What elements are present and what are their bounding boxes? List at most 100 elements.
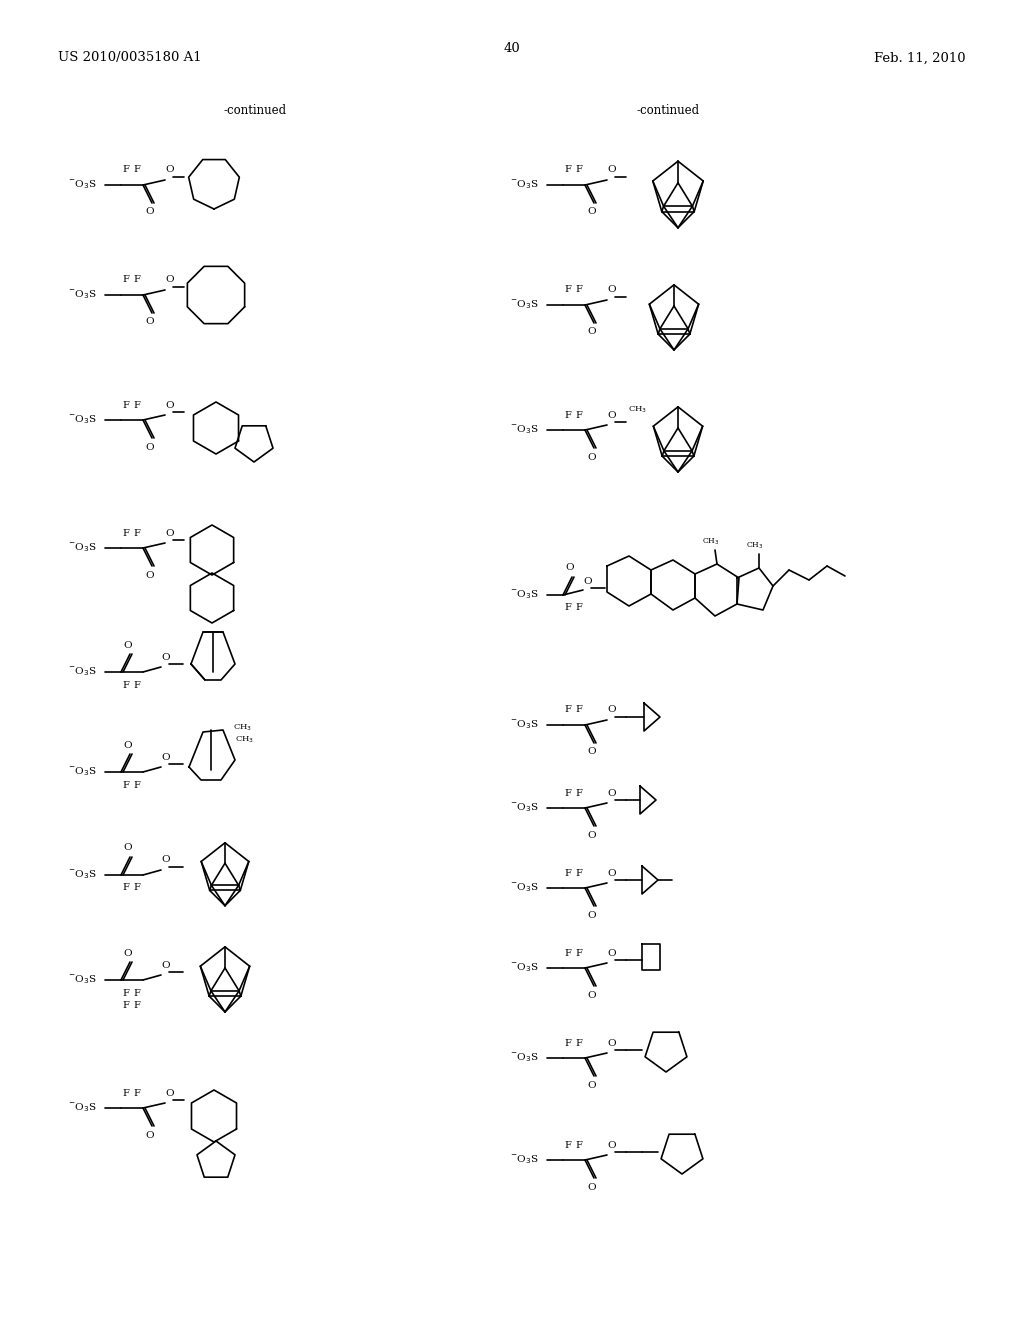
Text: F: F [133, 1089, 140, 1097]
Text: F: F [564, 411, 570, 420]
Text: F: F [564, 705, 570, 714]
Text: F: F [133, 1001, 140, 1010]
Text: F: F [575, 411, 582, 420]
Text: O: O [145, 207, 155, 216]
Text: CH$_3$: CH$_3$ [746, 541, 764, 552]
Text: F: F [122, 1001, 129, 1010]
Text: $^{-}$O$_3$S: $^{-}$O$_3$S [510, 178, 539, 191]
Text: O: O [565, 564, 574, 573]
Text: $^{-}$O$_3$S: $^{-}$O$_3$S [510, 298, 539, 312]
Text: O: O [145, 442, 155, 451]
Text: F: F [564, 165, 570, 174]
Text: F: F [575, 165, 582, 174]
Text: O: O [165, 276, 174, 285]
Text: $^{-}$O$_3$S: $^{-}$O$_3$S [68, 289, 96, 301]
Text: F: F [564, 869, 570, 878]
Text: F: F [564, 603, 570, 612]
Text: $^{-}$O$_3$S: $^{-}$O$_3$S [510, 801, 539, 814]
Text: O: O [607, 1140, 615, 1150]
Text: O: O [165, 1089, 174, 1097]
Text: $^{-}$O$_3$S: $^{-}$O$_3$S [510, 882, 539, 895]
Text: O: O [165, 528, 174, 537]
Text: F: F [122, 681, 129, 689]
Text: O: O [607, 705, 615, 714]
Text: F: F [122, 528, 129, 537]
Text: O: O [583, 577, 592, 586]
Text: O: O [588, 1183, 596, 1192]
Text: $^{-}$O$_3$S: $^{-}$O$_3$S [68, 541, 96, 554]
Text: $^{-}$O$_3$S: $^{-}$O$_3$S [68, 1102, 96, 1114]
Text: O: O [124, 640, 132, 649]
Text: O: O [161, 752, 170, 762]
Text: O: O [161, 652, 170, 661]
Text: $^{-}$O$_3$S: $^{-}$O$_3$S [510, 1052, 539, 1064]
Text: O: O [607, 165, 615, 174]
Text: F: F [122, 165, 129, 174]
Text: O: O [165, 165, 174, 174]
Text: F: F [575, 603, 582, 612]
Text: $^{-}$O$_3$S: $^{-}$O$_3$S [68, 974, 96, 986]
Text: O: O [161, 961, 170, 969]
Text: O: O [607, 949, 615, 957]
Text: $^{-}$O$_3$S: $^{-}$O$_3$S [510, 718, 539, 731]
Text: O: O [607, 1039, 615, 1048]
Text: O: O [607, 411, 615, 420]
Text: 40: 40 [504, 41, 520, 54]
Text: O: O [588, 830, 596, 840]
Text: CH$_3$: CH$_3$ [702, 537, 720, 548]
Text: $^{-}$O$_3$S: $^{-}$O$_3$S [68, 178, 96, 191]
Text: F: F [122, 276, 129, 285]
Text: O: O [124, 949, 132, 957]
Text: -continued: -continued [223, 103, 287, 116]
Text: F: F [122, 400, 129, 409]
Text: O: O [588, 747, 596, 756]
Text: F: F [133, 528, 140, 537]
Text: F: F [575, 788, 582, 797]
Text: F: F [564, 788, 570, 797]
Text: O: O [165, 400, 174, 409]
Text: F: F [122, 780, 129, 789]
Text: F: F [122, 1089, 129, 1097]
Text: O: O [124, 741, 132, 750]
Text: F: F [133, 165, 140, 174]
Text: O: O [607, 869, 615, 878]
Text: F: F [133, 780, 140, 789]
Text: F: F [575, 1140, 582, 1150]
Text: CH$_3$: CH$_3$ [233, 723, 252, 733]
Text: F: F [122, 883, 129, 892]
Text: O: O [588, 1081, 596, 1089]
Text: F: F [133, 883, 140, 892]
Text: O: O [588, 990, 596, 999]
Text: O: O [588, 207, 596, 216]
Text: F: F [564, 1140, 570, 1150]
Text: -continued: -continued [637, 103, 699, 116]
Text: F: F [133, 989, 140, 998]
Text: F: F [575, 949, 582, 957]
Text: O: O [145, 318, 155, 326]
Text: O: O [607, 788, 615, 797]
Text: O: O [607, 285, 615, 294]
Text: CH$_3$: CH$_3$ [234, 735, 254, 746]
Text: F: F [564, 949, 570, 957]
Text: CH$_3$: CH$_3$ [628, 405, 647, 416]
Text: $^{-}$O$_3$S: $^{-}$O$_3$S [510, 424, 539, 437]
Text: $^{-}$O$_3$S: $^{-}$O$_3$S [68, 869, 96, 882]
Text: O: O [124, 843, 132, 853]
Text: F: F [133, 400, 140, 409]
Text: F: F [133, 276, 140, 285]
Text: $^{-}$O$_3$S: $^{-}$O$_3$S [68, 665, 96, 678]
Text: $^{-}$O$_3$S: $^{-}$O$_3$S [510, 961, 539, 974]
Text: F: F [575, 285, 582, 294]
Text: F: F [122, 989, 129, 998]
Text: $^{-}$O$_3$S: $^{-}$O$_3$S [68, 413, 96, 426]
Text: O: O [145, 1130, 155, 1139]
Text: US 2010/0035180 A1: US 2010/0035180 A1 [58, 51, 202, 65]
Text: O: O [588, 327, 596, 337]
Text: O: O [145, 570, 155, 579]
Text: O: O [588, 453, 596, 462]
Text: $^{-}$O$_3$S: $^{-}$O$_3$S [68, 766, 96, 779]
Text: F: F [133, 681, 140, 689]
Text: F: F [575, 869, 582, 878]
Text: F: F [564, 285, 570, 294]
Text: F: F [564, 1039, 570, 1048]
